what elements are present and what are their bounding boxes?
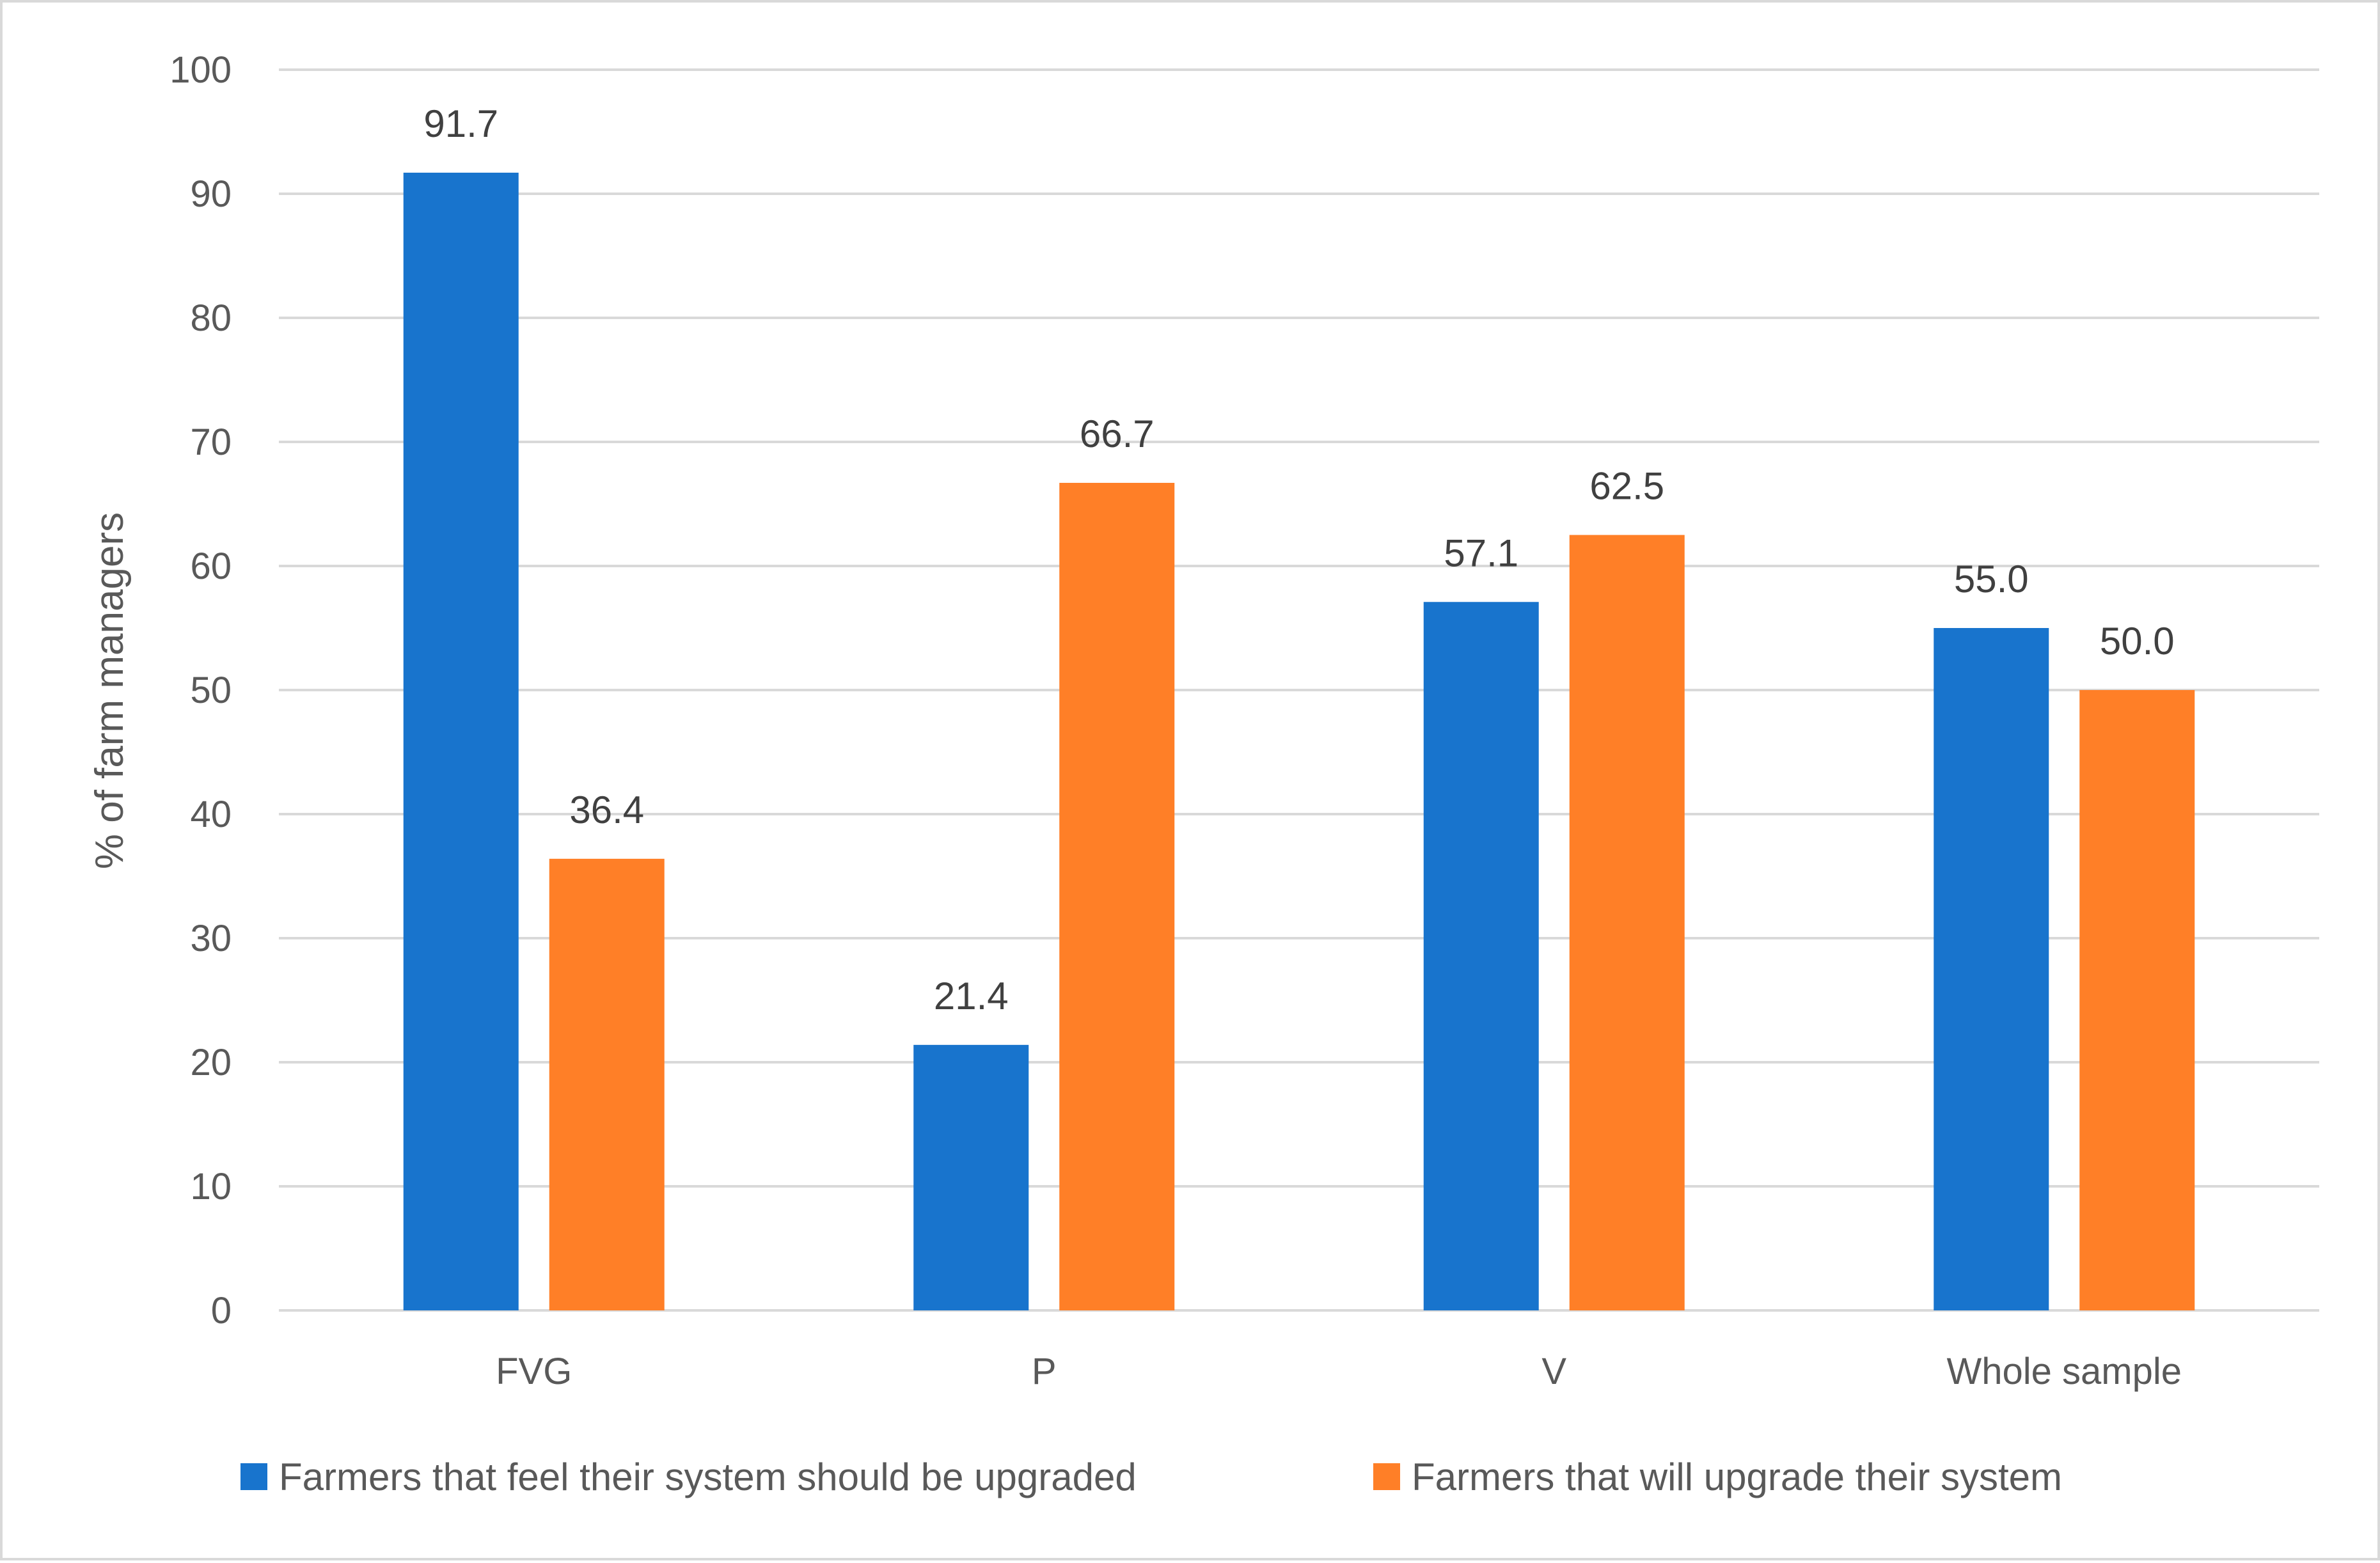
bars [403,173,2195,1310]
data-labels: 91.7 36.4 21.4 66.7 57.1 62.5 55.0 50.0 [423,102,2174,1017]
data-label: 55.0 [1954,558,2029,601]
bar-p-series-1 [913,1044,1029,1310]
legend-swatch [1373,1463,1400,1490]
y-tick-label: 100 [169,49,232,91]
y-tick-label: 10 [190,1166,232,1207]
y-tick-label: 20 [190,1042,232,1083]
legend: Farmers that feel their system should be… [240,1456,2062,1498]
legend-label: Farmers that will upgrade their system [1412,1456,2062,1498]
data-label: 36.4 [569,789,644,831]
bar-v-series-1 [1423,602,1539,1310]
bar-p-series-2 [1059,483,1175,1310]
y-tick-label: 40 [190,794,232,835]
data-label: 66.7 [1080,412,1155,455]
y-tick-label: 90 [190,173,232,215]
data-label: 62.5 [1589,465,1664,508]
y-tick-label: 50 [190,670,232,711]
bar-fvg-series-2 [549,858,665,1310]
bar-whole-sample-series-1 [1934,628,2049,1310]
x-axis-ticks: FVG P V Whole sample [496,1351,2182,1392]
y-tick-label: 70 [190,421,232,463]
y-axis-ticks: 0 10 20 30 40 50 60 70 80 90 100 [169,49,232,1331]
bar-fvg-series-1 [403,173,519,1310]
data-label: 50.0 [2100,620,2175,663]
y-tick-label: 80 [190,297,232,339]
x-tick-label: V [1541,1351,1566,1392]
y-tick-label: 60 [190,546,232,587]
bar-chart: 0 10 20 30 40 50 60 70 80 90 100 91.7 36.4 21.4 66.7 5… [88,49,2319,1498]
legend-swatch [240,1463,267,1490]
x-tick-label: Whole sample [1947,1351,2182,1392]
data-label: 57.1 [1444,531,1518,574]
y-axis-title: % of farm managers [88,512,132,869]
y-tick-label: 30 [190,918,232,959]
legend-label: Farmers that feel their system should be… [279,1456,1137,1498]
x-tick-label: FVG [496,1351,572,1392]
bar-whole-sample-series-2 [2079,690,2195,1310]
data-label: 91.7 [423,102,498,145]
x-tick-label: P [1032,1351,1057,1392]
y-tick-label: 0 [211,1290,232,1331]
bar-v-series-2 [1569,535,1685,1310]
data-label: 21.4 [934,975,1009,1017]
